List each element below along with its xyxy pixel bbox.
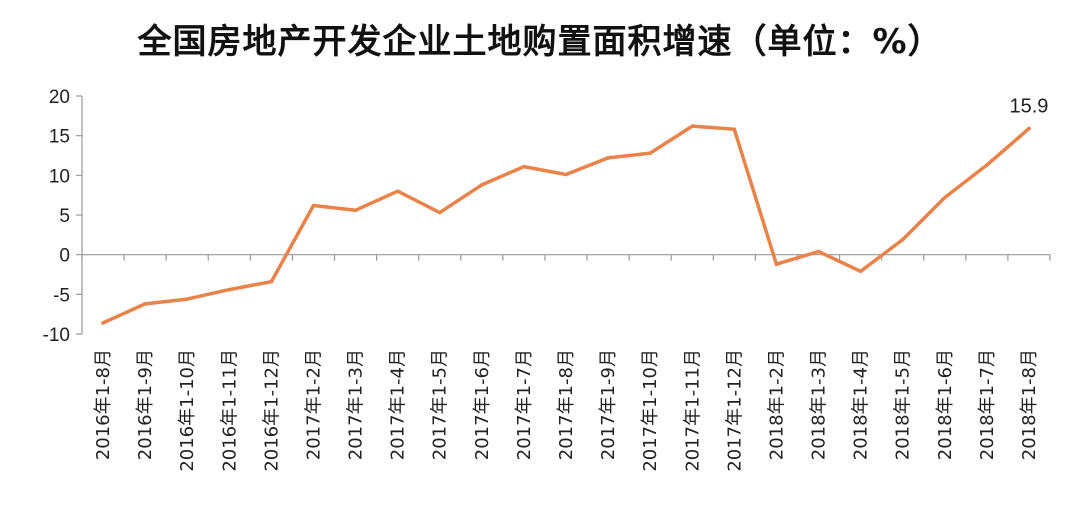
x-category-label: 2017年1-2月 [303,349,324,460]
data-point [900,237,905,242]
data-point [858,269,863,274]
x-category-label: 2018年1-5月 [893,349,914,460]
data-label: 15.9 [1009,96,1048,118]
x-category-label: 2016年1-8月 [93,349,114,460]
data-point [522,164,526,169]
data-point [353,208,358,212]
y-tick-label: 5 [59,206,70,227]
y-tick-label: 20 [49,87,70,108]
y-tick-label: 10 [49,166,70,187]
x-category-label: 2017年1-6月 [472,349,493,460]
data-point [648,151,652,155]
y-tick-label: 15 [49,127,70,148]
data-point [269,279,274,284]
data-point [774,262,779,267]
data-point [437,210,442,215]
data-point [311,203,316,208]
x-category-label: 2017年1-3月 [346,349,367,460]
data-point [564,172,568,177]
x-category-label: 2016年1-12月 [261,349,282,472]
x-category-label: 2016年1-10月 [177,349,198,472]
data-point [101,321,105,325]
data-point [606,156,610,160]
data-point [185,297,189,301]
data-point [943,195,947,200]
x-category-label: 2017年1-8月 [556,349,577,460]
data-point [480,183,484,187]
data-point [690,124,695,128]
x-category-label: 2017年1-9月 [598,349,619,460]
x-category-label: 2017年1-7月 [514,349,535,460]
x-category-label: 2016年1-9月 [135,349,156,460]
x-category-label: 2018年1-4月 [851,349,872,460]
x-category-label: 2017年1-11月 [682,349,703,472]
data-point [395,189,400,193]
x-category-label: 2018年1-3月 [809,349,830,460]
series-line [101,124,1031,325]
x-category-label: 2018年1-6月 [935,349,956,460]
x-category-label: 2018年1-7月 [977,349,998,460]
data-point [816,249,821,254]
x-category-label: 2017年1-10月 [640,349,661,472]
data-point [143,302,147,306]
x-category-label: 2016年1-11月 [219,349,240,472]
data-point [227,287,232,292]
x-category-label: 2017年1-5月 [430,349,451,460]
y-tick-label: -5 [53,285,70,306]
data-point [985,163,989,167]
x-category-label: 2018年1-8月 [1019,349,1040,460]
data-point [732,127,737,132]
y-tick-label: 0 [59,246,70,267]
data-point [1027,126,1031,131]
chart-title: 全国房地产开发企业土地购置面积增速（单位：%） [137,22,943,62]
x-category-label: 2018年1-2月 [766,349,787,460]
y-tick-label: -10 [43,325,70,346]
x-category-label: 2017年1-4月 [388,349,409,460]
x-category-label: 2017年1-12月 [724,349,745,472]
